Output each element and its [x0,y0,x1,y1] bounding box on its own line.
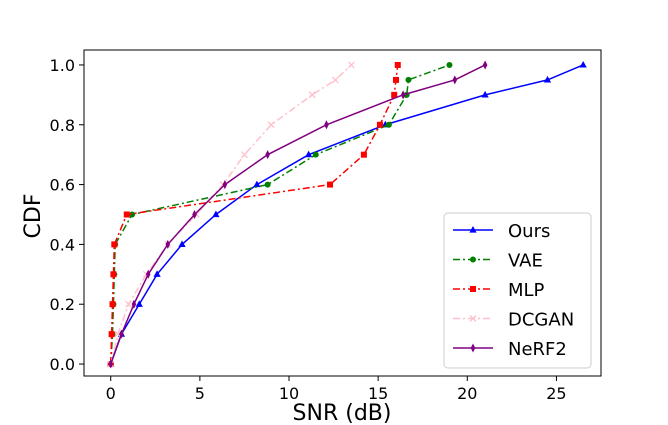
data-point-vae [312,151,319,158]
data-point-mlp [394,61,401,68]
legend-marker-vae [470,256,476,263]
x-tick-label: 0 [106,384,116,403]
data-point-dcgan [114,330,122,338]
data-point-mlp [111,241,118,248]
y-axis-label: CDF [21,194,46,239]
series-dcgan [107,61,355,368]
x-tick-label: 20 [457,384,477,403]
series-nerf2 [108,60,488,369]
data-point-dcgan [240,151,248,159]
data-point-vae [405,76,412,83]
data-point-nerf2 [324,120,329,130]
x-tick-label: 10 [279,384,299,403]
data-point-ours [305,150,313,158]
data-point-nerf2 [131,299,137,309]
legend-marker-ours [469,226,477,233]
series-ours [107,60,587,367]
data-point-ours [579,60,587,68]
y-tick-label: 0.0 [50,355,75,374]
data-point-mlp [376,121,383,128]
data-point-dcgan [347,61,355,69]
series-line-dcgan [110,64,352,365]
data-point-ours [135,300,143,307]
data-point-nerf2 [400,90,406,100]
plot-frame [83,49,602,377]
data-point-ours [481,90,489,98]
series-line-vae [109,64,450,365]
data-point-dcgan [331,76,339,84]
series-line-nerf2 [110,64,486,365]
legend-marker-mlp [470,286,476,292]
x-tick-label: 15 [368,384,388,403]
legend-label-ours: Ours [508,221,550,242]
series-vae [107,61,453,368]
data-point-nerf2 [108,359,114,369]
data-point-nerf2 [265,150,270,160]
series-line-ours [110,64,584,365]
data-point-vae [264,181,271,188]
data-point-dcgan [267,121,275,129]
data-point-vae [385,121,392,128]
y-tick-label: 0.4 [50,235,75,254]
y-tick-label: 0.8 [50,116,75,135]
data-point-nerf2 [119,329,124,339]
data-point-mlp [123,211,130,218]
data-point-nerf2 [452,75,458,85]
data-point-ours [212,210,220,218]
data-point-ours [153,270,161,277]
y-tick-label: 0.2 [50,295,75,314]
data-point-nerf2 [165,239,171,249]
data-point-ours [178,240,186,248]
data-point-mlp [360,151,367,158]
x-tick-label: 5 [195,384,205,403]
y-tick-label: 0.6 [50,176,75,195]
legend [443,212,592,369]
data-point-nerf2 [222,180,228,190]
data-point-mlp [110,271,117,278]
x-axis-label: SNR (dB) [293,401,392,425]
data-point-ours [543,75,552,83]
data-point-nerf2 [192,209,197,219]
legend-marker-dcgan [469,315,477,322]
data-point-mlp [392,76,399,83]
legend-label-dcgan: DCGAN [508,310,574,331]
legend-label-mlp: MLP [508,280,545,301]
legend-label-vae: VAE [508,251,543,272]
data-point-mlp [391,91,398,98]
data-point-nerf2 [482,60,488,70]
y-tick-label: 1.0 [50,56,75,75]
series-mlp [107,61,401,368]
legend-label-nerf2: NeRF2 [508,339,567,360]
data-point-nerf2 [145,269,151,279]
x-tick-label: 25 [546,384,566,403]
data-point-ours [253,180,261,188]
series-line-mlp [109,64,399,365]
legend-marker-nerf2 [470,343,476,353]
data-point-vae [129,211,136,218]
data-point-mlp [109,301,116,308]
data-point-mlp [108,331,115,338]
data-point-dcgan [125,300,133,308]
data-point-mlp [327,181,334,188]
data-point-vae [446,61,453,68]
data-point-dcgan [308,91,316,99]
